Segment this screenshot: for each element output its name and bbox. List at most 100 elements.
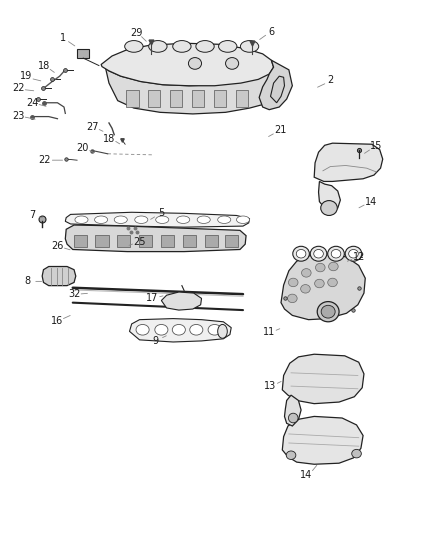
Text: 20: 20 [77, 143, 89, 154]
Ellipse shape [317, 302, 339, 322]
Bar [95, 235, 109, 247]
Text: 15: 15 [370, 141, 382, 151]
Ellipse shape [240, 41, 259, 52]
Ellipse shape [75, 216, 88, 223]
Text: 11: 11 [263, 327, 276, 337]
Text: 18: 18 [38, 61, 50, 70]
Bar [236, 90, 248, 107]
Ellipse shape [328, 262, 338, 271]
Ellipse shape [296, 249, 306, 258]
Text: 2: 2 [327, 76, 333, 85]
Ellipse shape [314, 249, 323, 258]
Bar [205, 235, 218, 247]
Text: 6: 6 [268, 27, 275, 37]
Ellipse shape [136, 325, 149, 335]
Polygon shape [42, 266, 76, 286]
Text: 25: 25 [133, 237, 146, 247]
Ellipse shape [149, 41, 167, 52]
Ellipse shape [237, 216, 250, 223]
Ellipse shape [177, 216, 190, 223]
Ellipse shape [293, 246, 309, 261]
Ellipse shape [219, 41, 237, 52]
Ellipse shape [135, 216, 148, 223]
Bar [77, 49, 89, 58]
Ellipse shape [95, 216, 108, 223]
Bar [127, 90, 139, 107]
Polygon shape [314, 143, 383, 181]
Text: 22: 22 [38, 155, 51, 165]
Polygon shape [271, 76, 285, 103]
Text: 14: 14 [365, 197, 377, 207]
Polygon shape [65, 212, 250, 227]
Ellipse shape [218, 325, 227, 338]
Ellipse shape [125, 41, 143, 52]
Text: 7: 7 [29, 211, 35, 221]
Bar [74, 235, 87, 247]
Ellipse shape [288, 278, 298, 287]
Bar [214, 90, 226, 107]
Polygon shape [283, 416, 363, 464]
Text: 27: 27 [86, 122, 99, 132]
Ellipse shape [208, 325, 221, 335]
Text: 24: 24 [26, 98, 38, 108]
Ellipse shape [197, 216, 210, 223]
Text: 23: 23 [12, 110, 25, 120]
Ellipse shape [288, 413, 298, 423]
Bar [139, 235, 152, 247]
Ellipse shape [349, 249, 358, 258]
Bar [170, 90, 182, 107]
Text: 22: 22 [12, 83, 25, 93]
Text: 13: 13 [265, 381, 277, 391]
Ellipse shape [114, 216, 127, 223]
Polygon shape [283, 354, 364, 403]
Bar [148, 90, 160, 107]
Ellipse shape [328, 278, 337, 287]
Polygon shape [285, 395, 301, 426]
Ellipse shape [155, 325, 168, 335]
Ellipse shape [218, 216, 231, 223]
Text: 29: 29 [130, 28, 142, 38]
Bar [117, 235, 131, 247]
Ellipse shape [352, 449, 361, 458]
Text: 19: 19 [20, 71, 32, 81]
Bar [192, 90, 204, 107]
Ellipse shape [288, 294, 297, 303]
Polygon shape [130, 319, 231, 342]
Polygon shape [259, 60, 292, 110]
Bar [161, 235, 174, 247]
Text: 16: 16 [50, 316, 63, 326]
Text: 21: 21 [274, 125, 286, 135]
Polygon shape [65, 225, 246, 252]
Text: 9: 9 [152, 336, 159, 346]
Polygon shape [106, 68, 274, 114]
Ellipse shape [172, 325, 185, 335]
Ellipse shape [321, 305, 335, 318]
Text: 18: 18 [103, 134, 115, 144]
Ellipse shape [315, 263, 325, 272]
Text: 12: 12 [353, 252, 365, 262]
Ellipse shape [226, 58, 239, 69]
Text: 8: 8 [25, 277, 31, 286]
Ellipse shape [286, 451, 296, 459]
Ellipse shape [190, 325, 203, 335]
Ellipse shape [196, 41, 214, 52]
Ellipse shape [301, 269, 311, 277]
Text: 1: 1 [60, 33, 66, 43]
Ellipse shape [331, 249, 341, 258]
Text: 5: 5 [158, 208, 165, 219]
Text: 14: 14 [300, 470, 312, 480]
Ellipse shape [314, 279, 324, 288]
Ellipse shape [155, 216, 169, 223]
Ellipse shape [300, 285, 310, 293]
Polygon shape [101, 43, 274, 86]
Polygon shape [318, 181, 340, 211]
Ellipse shape [321, 200, 337, 215]
Ellipse shape [310, 246, 327, 261]
Bar [225, 235, 238, 247]
Text: 32: 32 [68, 289, 80, 299]
Ellipse shape [345, 246, 362, 261]
Bar [183, 235, 196, 247]
Ellipse shape [188, 58, 201, 69]
Text: 26: 26 [51, 241, 64, 251]
Ellipse shape [328, 246, 344, 261]
